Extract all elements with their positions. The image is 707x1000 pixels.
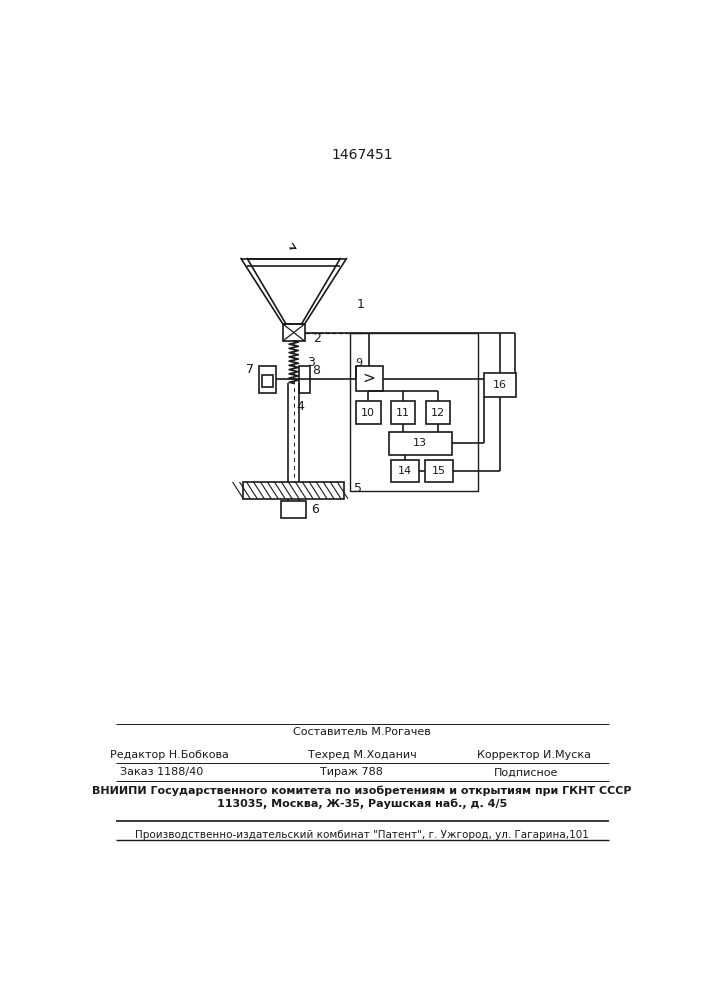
Text: Техред М.Ходанич: Техред М.Ходанич <box>308 750 416 760</box>
Text: >: > <box>363 371 375 386</box>
Text: Производственно-издательский комбинат "Патент", г. Ужгород, ул. Гагарина,101: Производственно-издательский комбинат "П… <box>135 830 589 840</box>
Bar <box>425 460 452 482</box>
Text: Заказ 1188/40: Заказ 1188/40 <box>120 767 204 777</box>
Bar <box>283 324 305 341</box>
Text: 13: 13 <box>413 438 427 448</box>
Text: 1: 1 <box>356 298 364 311</box>
Text: 2: 2 <box>313 332 321 345</box>
Text: Составитель М.Рогачев: Составитель М.Рогачев <box>293 727 431 737</box>
Bar <box>391 460 419 482</box>
Text: 5: 5 <box>354 482 362 495</box>
Bar <box>426 401 450 424</box>
Text: 3: 3 <box>307 356 315 369</box>
Text: 6: 6 <box>312 503 320 516</box>
Bar <box>351 333 478 491</box>
Text: 4: 4 <box>296 400 304 413</box>
Text: 15: 15 <box>432 466 445 476</box>
Text: 8: 8 <box>312 364 320 377</box>
Text: 7: 7 <box>245 363 254 376</box>
Bar <box>356 401 380 424</box>
Text: 113035, Москва, Ж-35, Раушская наб., д. 4/5: 113035, Москва, Ж-35, Раушская наб., д. … <box>217 799 507 809</box>
Text: 12: 12 <box>431 408 445 418</box>
Bar <box>259 366 276 393</box>
Bar <box>389 432 452 455</box>
Text: 10: 10 <box>361 408 375 418</box>
Text: Подписное: Подписное <box>494 767 559 777</box>
Bar <box>262 375 273 387</box>
Text: 9: 9 <box>356 358 363 368</box>
Text: 16: 16 <box>493 380 507 390</box>
Bar <box>391 401 416 424</box>
Text: 14: 14 <box>397 466 411 476</box>
Bar <box>243 482 344 499</box>
Text: Редактор Н.Бобкова: Редактор Н.Бобкова <box>110 750 229 760</box>
Bar <box>299 366 310 393</box>
Text: 11: 11 <box>396 408 410 418</box>
Text: Тираж 788: Тираж 788 <box>320 767 383 777</box>
Text: 1467451: 1467451 <box>331 148 393 162</box>
Text: Корректор И.Муска: Корректор И.Муска <box>477 750 591 760</box>
Bar <box>356 366 383 391</box>
Text: ВНИИПИ Государственного комитета по изобретениям и открытиям при ГКНТ СССР: ВНИИПИ Государственного комитета по изоб… <box>92 785 631 796</box>
Bar <box>484 373 516 397</box>
Bar <box>281 501 306 518</box>
